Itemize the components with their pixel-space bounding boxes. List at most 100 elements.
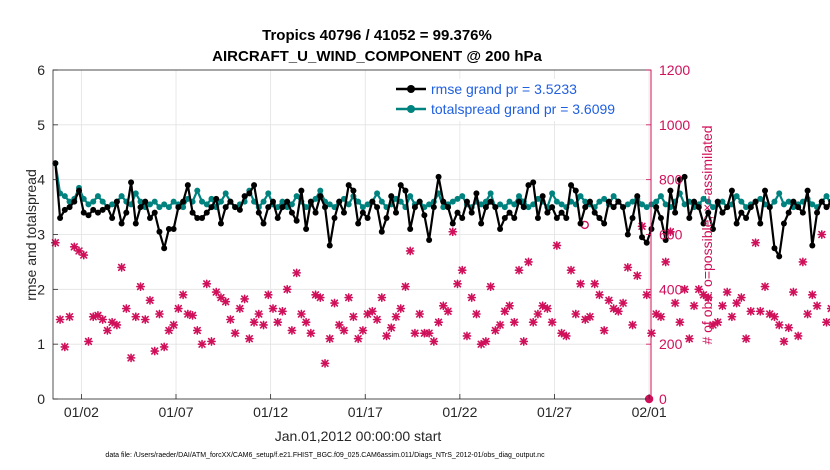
rmse-point xyxy=(539,193,546,200)
rmse-point xyxy=(657,215,664,222)
obs-count-point xyxy=(590,279,600,289)
rmse-point xyxy=(151,209,158,216)
rmse-point xyxy=(804,187,811,194)
rmse-point xyxy=(814,209,821,216)
y-left-tick-label: 6 xyxy=(37,62,45,78)
x-axis-label: Jan.01,2012 00:00:00 start xyxy=(275,428,442,444)
rmse-point xyxy=(345,182,352,189)
rmse-point xyxy=(293,217,300,224)
rmse-point xyxy=(449,220,456,227)
rmse-point xyxy=(232,204,239,211)
y-left-tick-label: 4 xyxy=(37,172,45,188)
data-file-footer: data file: /Users/raeder/DAI/ATM_forcXX/… xyxy=(105,452,545,459)
chart-title-line1: Tropics 40796 / 41052 = 99.376% xyxy=(262,27,492,44)
rmse-point xyxy=(274,215,281,222)
obs-count-point xyxy=(680,284,689,294)
rmse-point xyxy=(785,209,792,216)
obs-count-point xyxy=(807,290,817,300)
obs-count-point xyxy=(103,326,112,335)
totalspread-point xyxy=(743,204,750,211)
rmse-point xyxy=(558,209,565,216)
obs-count-point xyxy=(703,293,713,302)
obs-count-point xyxy=(249,317,259,327)
obs-count-point xyxy=(632,271,642,281)
rmse-point xyxy=(643,239,650,246)
obs-count-point xyxy=(628,320,637,330)
totalspread-point xyxy=(132,190,139,197)
rmse-point xyxy=(118,220,125,227)
rmse-point xyxy=(426,236,433,243)
y-right-tick-label: 600 xyxy=(659,227,683,243)
rmse-point xyxy=(99,206,106,213)
obs-count-point xyxy=(448,227,458,237)
rmse-point xyxy=(104,204,111,211)
obs-count-point xyxy=(244,334,254,344)
obs-count-point xyxy=(580,315,590,324)
totalspread-point xyxy=(643,204,650,211)
obs-count-point xyxy=(505,301,514,311)
rmse-point xyxy=(430,204,437,211)
rmse-point xyxy=(236,206,243,213)
totalspread-point xyxy=(681,201,688,208)
rmse-point xyxy=(780,220,787,227)
rmse-point xyxy=(146,215,153,222)
rmse-point xyxy=(383,215,390,222)
rmse-point xyxy=(771,245,778,252)
totalspread-point xyxy=(809,201,816,208)
rmse-point xyxy=(255,209,262,216)
obs-count-point xyxy=(732,298,742,308)
obs-count-point xyxy=(751,238,760,248)
obs-count-point xyxy=(618,298,628,308)
rmse-point xyxy=(681,173,688,180)
obs-count-point xyxy=(315,293,325,302)
totalspread-point xyxy=(482,198,489,205)
obs-count-point xyxy=(325,334,335,344)
obs-count-point xyxy=(192,326,202,335)
obs-count-point xyxy=(486,282,496,291)
totalspread-point xyxy=(265,190,272,197)
rmse-point xyxy=(757,220,764,227)
legend-box xyxy=(392,79,648,121)
rmse-point xyxy=(199,215,206,222)
totalspread-point xyxy=(326,201,333,208)
rmse-point xyxy=(534,215,541,222)
rmse-point xyxy=(113,198,120,205)
obs-count-point xyxy=(765,309,775,319)
totalspread-point xyxy=(161,201,168,208)
y-left-tick-label: 1 xyxy=(37,336,45,352)
totalspread-point xyxy=(497,201,504,208)
obs-count-point xyxy=(150,346,160,356)
totalspread-point xyxy=(776,190,783,197)
rmse-point xyxy=(482,204,489,211)
obs-count-point xyxy=(136,282,145,291)
obs-count-point xyxy=(268,304,278,313)
obs-count-point xyxy=(372,315,382,324)
obs-count-point xyxy=(282,284,292,294)
rmse-point xyxy=(288,209,295,216)
obs-count-point xyxy=(656,312,666,322)
rmse-point xyxy=(440,198,447,205)
obs-count-point xyxy=(126,353,136,363)
totalspread-point xyxy=(165,204,172,211)
rmse-point xyxy=(553,215,560,222)
rmse-point xyxy=(492,204,499,211)
totalspread-point xyxy=(85,201,92,208)
obs-count-point xyxy=(528,317,538,327)
totalspread-point xyxy=(156,204,163,211)
rmse-point xyxy=(818,198,825,205)
rmse-point xyxy=(473,190,480,197)
obs-count-point xyxy=(670,298,680,308)
rmse-point xyxy=(331,215,338,222)
rmse-point xyxy=(586,198,593,205)
rmse-point xyxy=(577,220,584,227)
obs-count-point xyxy=(334,320,344,330)
series-layer xyxy=(50,160,830,404)
totalspread-point xyxy=(90,198,97,205)
rmse-point xyxy=(269,198,276,205)
rmse-point xyxy=(747,204,754,211)
totalspread-point xyxy=(426,201,433,208)
totalspread-point xyxy=(459,193,466,200)
obs-count-point xyxy=(481,337,491,346)
y-left-tick-label: 0 xyxy=(37,391,45,407)
rmse-point xyxy=(85,212,92,219)
